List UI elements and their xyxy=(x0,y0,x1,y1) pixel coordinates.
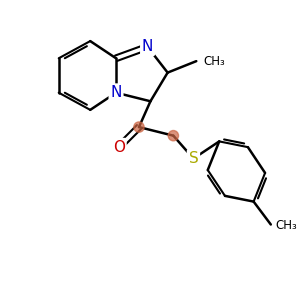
Text: O: O xyxy=(113,140,125,154)
Text: N: N xyxy=(110,85,122,100)
Circle shape xyxy=(168,130,178,141)
Text: N: N xyxy=(142,39,153,54)
Text: CH₃: CH₃ xyxy=(203,55,225,68)
Circle shape xyxy=(134,122,144,132)
Text: CH₃: CH₃ xyxy=(275,220,297,232)
Text: S: S xyxy=(188,151,198,166)
